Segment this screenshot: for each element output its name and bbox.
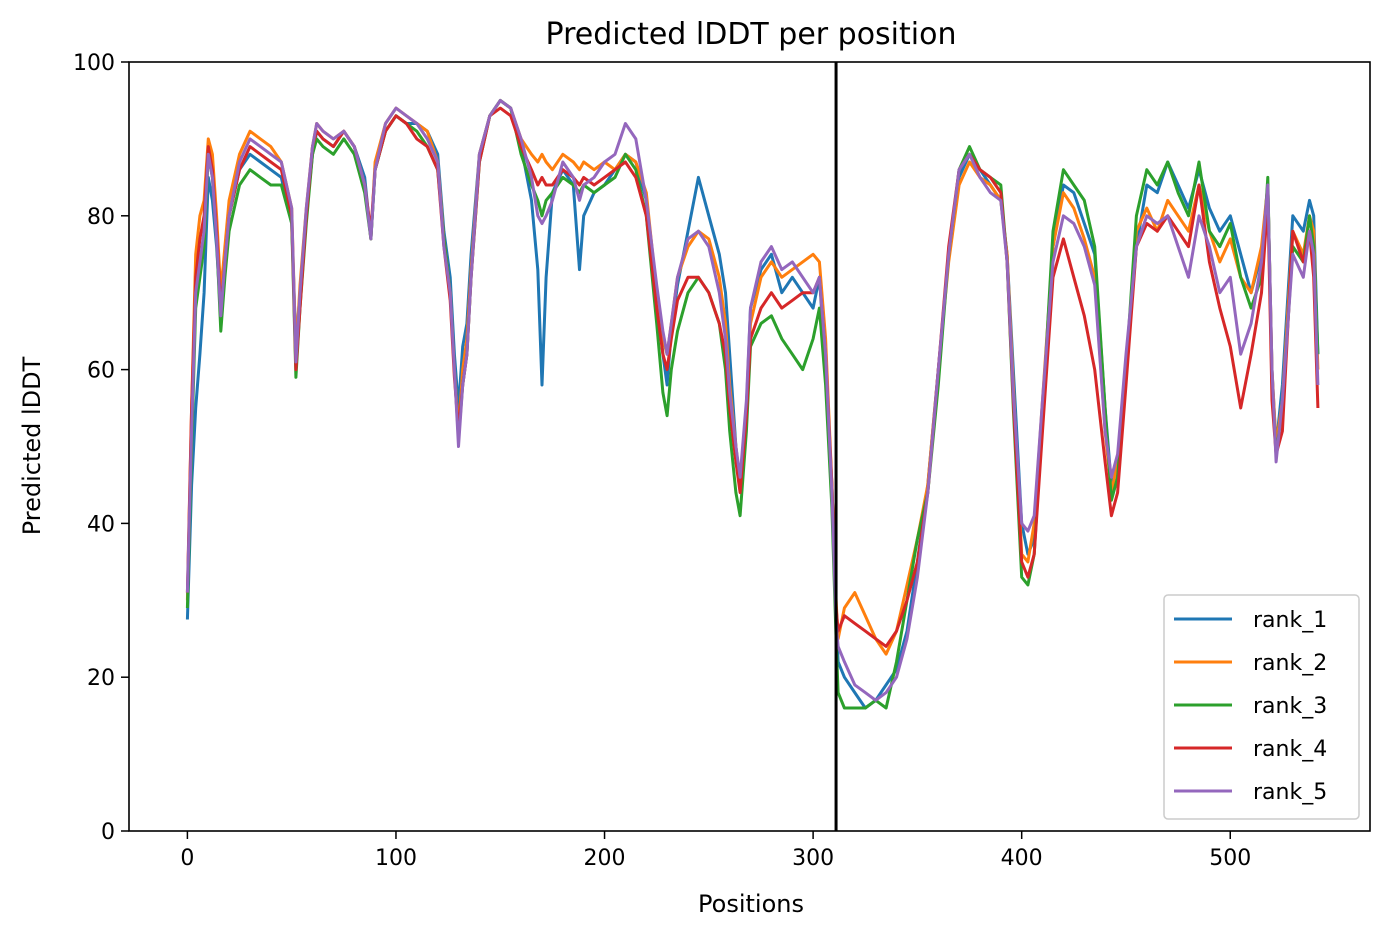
x-tick-label: 0 xyxy=(180,846,194,871)
series-line-rank_5 xyxy=(185,99,1320,702)
legend-label-rank_3: rank_3 xyxy=(1253,694,1327,719)
x-tick-label: 400 xyxy=(1001,846,1043,871)
x-ticks: 0 100 200 300 400 500 xyxy=(180,831,1251,871)
y-ticks: 0 20 40 60 80 100 xyxy=(73,51,129,845)
series-line-rank_1 xyxy=(185,99,1320,710)
y-tick-label: 60 xyxy=(87,359,115,384)
legend-label-rank_1: rank_1 xyxy=(1253,608,1327,633)
series-line-rank_2 xyxy=(185,99,1320,656)
x-tick-label: 500 xyxy=(1209,846,1251,871)
series-line-rank_3 xyxy=(185,99,1320,710)
chart-title: Predicted lDDT per position xyxy=(546,17,957,52)
y-axis-label: Predicted lDDT xyxy=(18,356,46,535)
x-tick-label: 100 xyxy=(375,846,417,871)
legend-box xyxy=(1163,594,1360,820)
y-tick-label: 40 xyxy=(87,512,115,537)
x-tick-label: 300 xyxy=(792,846,834,871)
x-tick-label: 200 xyxy=(584,846,626,871)
legend-label-rank_5: rank_5 xyxy=(1253,780,1327,805)
plot-lines xyxy=(185,62,1320,831)
y-tick-label: 80 xyxy=(87,205,115,230)
legend-label-rank_4: rank_4 xyxy=(1253,737,1327,762)
y-tick-label: 20 xyxy=(87,666,115,691)
legend-label-rank_2: rank_2 xyxy=(1253,651,1327,676)
x-axis-label: Positions xyxy=(698,890,804,918)
series-line-rank_4 xyxy=(185,106,1320,648)
plot-frame xyxy=(128,61,1371,832)
y-tick-label: 0 xyxy=(101,820,115,845)
y-tick-label: 100 xyxy=(73,51,115,76)
legend: rank_1 rank_2 rank_3 rank_4 rank_5 xyxy=(1163,594,1360,820)
